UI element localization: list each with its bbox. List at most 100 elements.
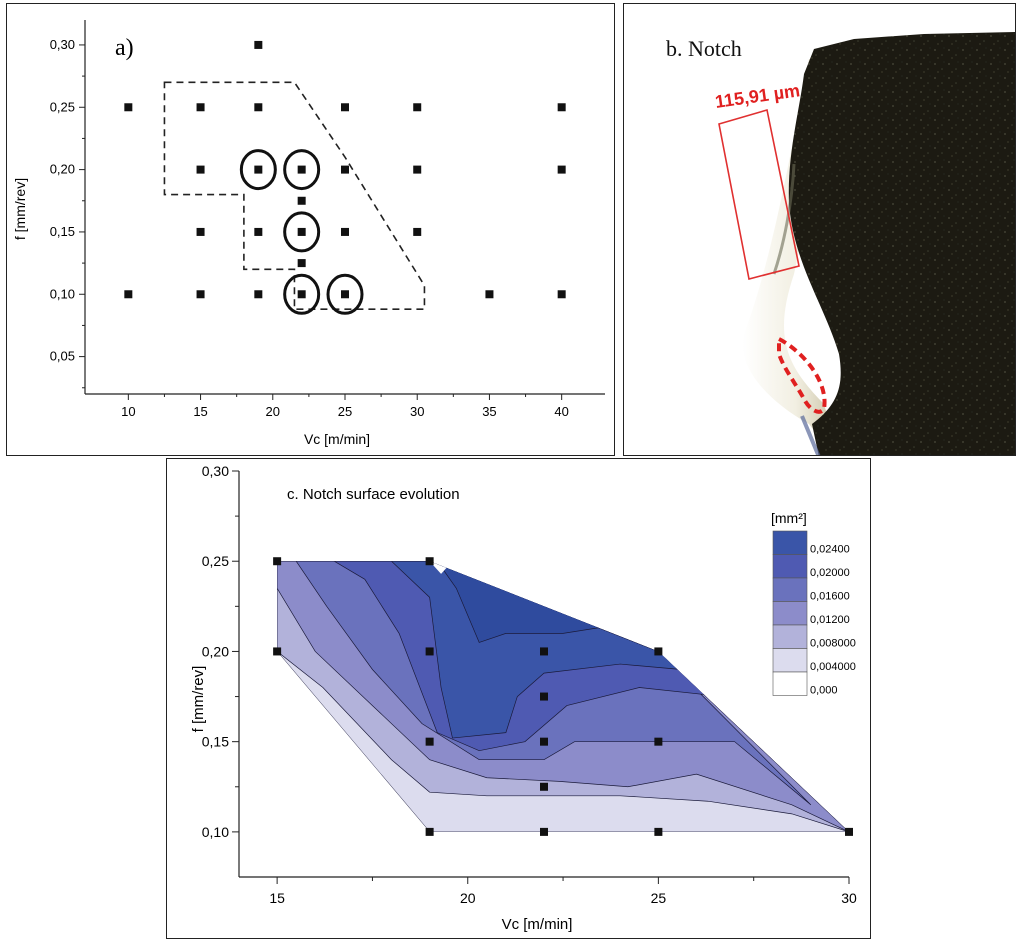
circle-marker xyxy=(283,149,321,191)
legend-swatch xyxy=(772,648,808,673)
circle-marker xyxy=(283,273,321,315)
data-point-a xyxy=(297,290,306,299)
data-point-a xyxy=(254,290,263,299)
data-point-c xyxy=(273,647,282,656)
x-tick-label-a: 40 xyxy=(554,404,568,419)
legend-swatch xyxy=(772,530,808,555)
notch-micrograph: 115,91 µm b. Notch xyxy=(624,4,1015,455)
contour-fills xyxy=(277,561,849,832)
data-point-a xyxy=(196,165,205,174)
data-point-a xyxy=(297,165,306,174)
x-tick-label-c: 20 xyxy=(460,890,476,906)
data-point-c xyxy=(425,827,434,836)
y-tick-label-a: 0,30 xyxy=(50,37,75,52)
circle-marker xyxy=(326,273,364,315)
x-axis-label-a: Vc [m/min] xyxy=(304,431,370,447)
data-point-c xyxy=(425,647,434,656)
color-legend: [mm²] 0,02400 0,02000 0,01600 0,01200 0,00800… xyxy=(771,510,856,697)
data-point-a xyxy=(413,227,422,236)
circle-marker xyxy=(283,211,321,253)
x-tick-label-a: 30 xyxy=(410,404,424,419)
data-point-a xyxy=(254,227,263,236)
panel-a: 10 15 20 25 30 35 40 0,05 0,10 0,15 0,20 0,25 0,30 a… xyxy=(6,3,615,456)
legend-swatch xyxy=(772,601,808,626)
y-axis-label-a: f [mm/rev] xyxy=(12,178,28,240)
y-tick-label-a: 0,10 xyxy=(50,286,75,301)
y-tick-label-c: 0,10 xyxy=(202,824,229,840)
panel-b-label: b. Notch xyxy=(666,36,742,61)
data-point-a xyxy=(341,227,349,236)
data-point-a xyxy=(196,227,205,236)
data-point-a xyxy=(297,259,306,268)
legend-label: 0,02000 xyxy=(810,567,850,579)
y-tick-label-a: 0,05 xyxy=(50,349,75,364)
y-tick-label-c: 0,15 xyxy=(202,734,229,750)
data-point-a xyxy=(124,103,133,112)
x-tick-label-c: 30 xyxy=(841,890,857,906)
data-point-a xyxy=(557,103,566,112)
scatter-points-c xyxy=(273,557,853,836)
data-point-a xyxy=(341,165,349,174)
legend-swatch xyxy=(772,624,808,649)
data-point-a xyxy=(254,165,263,174)
circle-marker xyxy=(239,149,277,191)
panel-b: 115,91 µm b. Notch xyxy=(623,3,1016,456)
data-point-c xyxy=(425,557,434,566)
data-point-a xyxy=(124,290,133,299)
legend-swatch xyxy=(772,671,808,696)
data-point-a xyxy=(413,103,422,112)
contour-plot-c: 15 20 25 30 0,10 0,15 0,20 0,25 0,30 [mm²] 0,0240… xyxy=(190,463,857,933)
data-point-c xyxy=(425,737,434,746)
legend-label: 0,000 xyxy=(810,685,838,697)
data-point-a xyxy=(341,290,349,299)
panel-a-label: a) xyxy=(115,35,134,61)
data-point-a xyxy=(485,290,494,299)
x-tick-label-a: 20 xyxy=(266,404,280,419)
legend-title: [mm²] xyxy=(771,510,807,526)
y-tick-label-c: 0,30 xyxy=(202,463,229,479)
x-tick-label-a: 15 xyxy=(193,404,207,419)
x-tick-label-c: 25 xyxy=(651,890,667,906)
legend-label: 0,004000 xyxy=(810,661,856,673)
legend-label: 0,01600 xyxy=(810,591,850,603)
y-tick-label-a: 0,25 xyxy=(50,99,75,114)
notch-outline xyxy=(777,335,827,414)
y-tick-label-c: 0,25 xyxy=(202,553,229,569)
data-point-a xyxy=(557,290,566,299)
scatter-plot-a: 10 15 20 25 30 35 40 0,05 0,10 0,15 0,20 0,25 0,30 a… xyxy=(12,20,605,447)
data-point-a xyxy=(341,103,349,112)
data-point-c xyxy=(654,737,663,746)
data-point-a xyxy=(196,290,205,299)
legend-swatch xyxy=(772,554,808,579)
data-point-c xyxy=(540,692,548,701)
data-point-c xyxy=(540,782,548,791)
x-tick-label-c: 15 xyxy=(269,890,285,906)
data-point-c xyxy=(654,647,663,656)
axes-c: 15 20 25 30 0,10 0,15 0,20 0,25 0,30 xyxy=(202,463,857,906)
y-tick-label-a: 0,15 xyxy=(50,224,75,239)
legend-label: 0,008000 xyxy=(810,638,856,650)
scatter-points-a xyxy=(124,40,566,299)
y-tick-label-a: 0,20 xyxy=(50,162,75,177)
legend-label: 0,02400 xyxy=(810,544,850,556)
x-axis-label-c: Vc [m/min] xyxy=(502,916,573,933)
data-point-c xyxy=(273,557,282,566)
data-point-c xyxy=(845,827,853,836)
chart-title-c: c. Notch surface evolution xyxy=(287,486,460,503)
panel-c: 15 20 25 30 0,10 0,15 0,20 0,25 0,30 [mm²] 0,0240… xyxy=(166,458,871,939)
circle-markers xyxy=(239,149,364,315)
worn-surface xyxy=(788,32,1015,455)
dashed-region xyxy=(163,81,426,311)
data-point-a xyxy=(196,103,205,112)
legend-swatch xyxy=(772,577,808,602)
legend-label: 0,01200 xyxy=(810,614,850,626)
data-point-a xyxy=(297,227,306,236)
data-point-c xyxy=(540,827,548,836)
y-tick-label-c: 0,20 xyxy=(202,643,229,659)
data-point-c xyxy=(540,647,548,656)
y-axis-label-c: f [mm/rev] xyxy=(190,666,207,733)
data-point-a xyxy=(254,40,263,49)
data-point-c xyxy=(654,827,663,836)
data-point-c xyxy=(540,737,548,746)
data-point-a xyxy=(254,103,263,112)
